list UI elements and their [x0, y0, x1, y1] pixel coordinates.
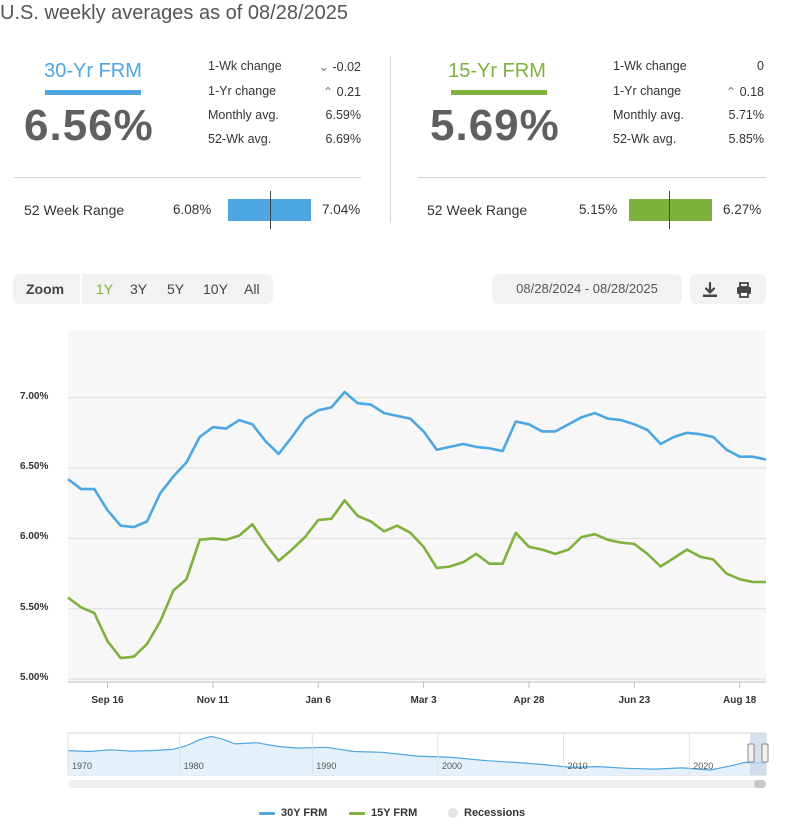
x-tick-label: Jan 6	[305, 695, 331, 706]
navigator-selection[interactable]	[750, 733, 766, 775]
stat-label: 1-Yr change	[208, 84, 277, 98]
navigator-tick-label: 2020	[693, 761, 714, 771]
x-tick-label: Mar 3	[410, 695, 437, 706]
navigator-tick-label: 2010	[567, 761, 588, 771]
range-low: 6.08%	[173, 202, 212, 217]
navigator-scrollbar-thumb[interactable]	[754, 780, 766, 788]
stat-value: 6.69%	[325, 132, 361, 146]
zoom-1y-button[interactable]: 1Y	[96, 281, 114, 297]
frm30-rate: 6.56%	[24, 101, 154, 150]
zoom-3y-button[interactable]: 3Y	[130, 281, 148, 297]
y-tick-label: 5.50%	[20, 601, 49, 613]
navigator-ticks	[67, 733, 690, 775]
chevron-down-icon: ⌄	[318, 60, 330, 74]
navigator-line	[67, 735, 767, 771]
print-icon[interactable]	[734, 280, 754, 300]
range-high: 6.27%	[723, 202, 762, 217]
navigator-area	[68, 736, 766, 775]
export-buttons	[690, 274, 766, 304]
stat-value: ⌄ -0.02	[318, 60, 361, 74]
stat-label: 1-Wk change	[208, 59, 282, 73]
navigator-tick-label: 2000	[441, 761, 462, 771]
divider	[418, 177, 766, 178]
range-current-marker	[668, 191, 670, 229]
navigator-tick-label: 1970	[72, 761, 93, 771]
range-label: 52 Week Range	[24, 202, 125, 218]
y-tick-label: 6.00%	[20, 531, 49, 543]
stat-label: 1-Yr change	[613, 84, 682, 98]
frm15-name: 15-Yr FRM	[448, 60, 546, 82]
stat-value: ⌃ 0.18	[725, 85, 764, 99]
navigator-right-handle[interactable]	[761, 743, 769, 763]
legend-line-icon	[349, 811, 365, 815]
y-tick-label: 6.50%	[20, 460, 49, 472]
stat-value: ⌃ 0.21	[322, 85, 361, 99]
stat-value: 5.71%	[728, 108, 764, 122]
plot-background	[68, 330, 766, 682]
zoom-bar	[13, 274, 273, 304]
legend-item-recessions[interactable]: Recessions	[448, 807, 525, 819]
zoom-all-button[interactable]: All	[244, 281, 260, 297]
range-high: 7.04%	[322, 202, 361, 217]
series-lines	[67, 390, 767, 660]
stat-value: 0	[757, 59, 764, 73]
stat-label: Monthly avg.	[208, 108, 279, 122]
frm15-rate: 5.69%	[430, 101, 560, 150]
navigator[interactable]	[0, 730, 800, 795]
stat-value: 5.85%	[728, 132, 764, 146]
x-tick-label: Jun 23	[618, 695, 651, 706]
rates-line-chart[interactable]	[0, 320, 800, 715]
stat-label: 52-Wk avg.	[613, 132, 677, 146]
frm30-name: 30-Yr FRM	[44, 60, 142, 82]
page-title: U.S. weekly averages as of 08/28/2025	[0, 2, 348, 24]
range-current-marker	[269, 191, 271, 229]
x-tick-label: Nov 11	[196, 695, 229, 706]
series-line-30y[interactable]	[67, 390, 767, 529]
divider	[14, 177, 361, 178]
x-axis-ticks	[107, 682, 741, 688]
legend-line-icon	[259, 811, 275, 815]
download-icon[interactable]	[700, 280, 720, 300]
legend-dot-icon	[448, 808, 458, 818]
stat-value: 6.59%	[325, 108, 361, 122]
zoom-label: Zoom	[26, 281, 65, 297]
legend-item-30y[interactable]: 30Y FRM	[259, 807, 327, 819]
navigator-left-handle[interactable]	[747, 743, 755, 763]
stat-label: Monthly avg.	[613, 108, 684, 122]
range-low: 5.15%	[579, 202, 618, 217]
zoom-10y-button[interactable]: 10Y	[203, 281, 228, 297]
navigator-scrollbar-track[interactable]	[68, 780, 766, 788]
x-tick-label: Sep 16	[91, 695, 124, 706]
date-range-input[interactable]: 08/28/2024 - 08/28/2025	[492, 274, 682, 304]
chevron-up-icon: ⌃	[725, 85, 737, 99]
stat-label: 1-Wk change	[613, 59, 687, 73]
stat-label: 52-Wk avg.	[208, 132, 272, 146]
zoom-5y-button[interactable]: 5Y	[167, 281, 185, 297]
y-tick-label: 5.00%	[20, 672, 49, 684]
x-tick-label: Apr 28	[513, 695, 545, 706]
series-line-15y[interactable]	[67, 499, 766, 660]
y-tick-label: 7.00%	[20, 390, 49, 402]
range-label: 52 Week Range	[427, 202, 528, 218]
zoom-separator	[80, 274, 82, 304]
x-tick-label: Aug 18	[722, 695, 757, 706]
range-bar	[629, 199, 712, 221]
panel-divider	[390, 56, 391, 223]
legend-item-15y[interactable]: 15Y FRM	[349, 807, 417, 819]
chevron-up-icon: ⌃	[322, 85, 334, 99]
navigator-tick-label: 1980	[183, 761, 204, 771]
frm30-color-bar	[45, 90, 141, 95]
frm15-color-bar	[451, 90, 547, 95]
navigator-tick-label: 1990	[316, 761, 337, 771]
